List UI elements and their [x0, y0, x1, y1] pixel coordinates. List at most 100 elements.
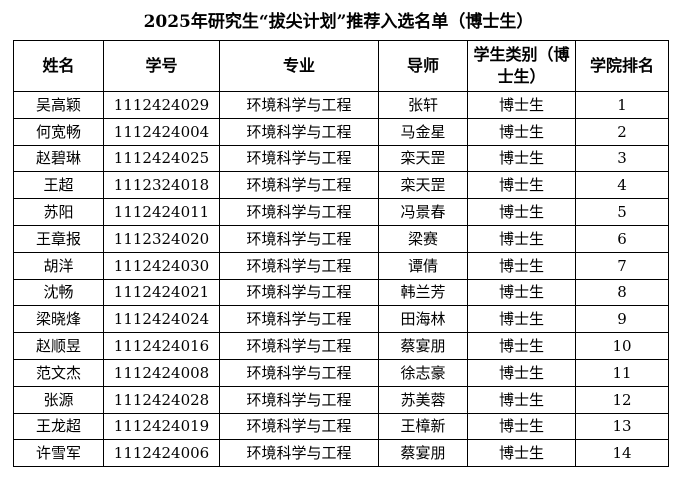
- cell-student-type: 博士生: [467, 117, 576, 146]
- cell-student-id: 1112424008: [103, 358, 220, 387]
- table-row: 赵顺昱 1112424016 环境科学与工程 蔡宴朋 博士生 10: [13, 332, 669, 360]
- cell-student-id: 1112324018: [103, 171, 220, 200]
- cell-major: 环境科学与工程: [219, 358, 379, 387]
- cell-student-type: 博士生: [467, 198, 576, 226]
- cell-advisor: 栾天罡: [378, 144, 468, 173]
- cell-advisor: 田海林: [378, 305, 468, 334]
- document-title: 2025年研究生“拔尖计划”推荐入选名单（博士生）: [143, 12, 534, 32]
- cell-student-id: 1112424030: [103, 251, 220, 280]
- cell-college-rank: 14: [575, 439, 669, 468]
- cell-major: 环境科学与工程: [219, 198, 379, 226]
- table-row: 范文杰 1112424008 环境科学与工程 徐志豪 博士生 11: [13, 358, 669, 387]
- table-header-row: 姓名 学号 专业 导师 学生类别（博士生） 学院排名: [13, 40, 669, 92]
- cell-student-type: 博士生: [467, 224, 576, 253]
- header-college-rank: 学院排名: [575, 40, 669, 92]
- table-row: 胡洋 1112424030 环境科学与工程 谭倩 博士生 7: [13, 251, 669, 280]
- cell-advisor: 马金星: [378, 117, 468, 146]
- cell-student-type: 博士生: [467, 385, 576, 414]
- table-row: 王龙超 1112424019 环境科学与工程 王樟新 博士生 13: [13, 412, 669, 441]
- cell-name: 何宽畅: [13, 117, 104, 146]
- table-row: 张源 1112424028 环境科学与工程 苏美蓉 博士生 12: [13, 385, 669, 414]
- cell-major: 环境科学与工程: [219, 412, 379, 441]
- cell-college-rank: 3: [575, 144, 669, 173]
- cell-student-id: 1112424021: [103, 278, 220, 307]
- header-student-id: 学号: [103, 40, 220, 92]
- cell-name: 胡洋: [13, 251, 104, 280]
- cell-advisor: 徐志豪: [378, 358, 468, 387]
- cell-advisor: 栾天罡: [378, 171, 468, 200]
- cell-advisor: 王樟新: [378, 412, 468, 441]
- cell-name: 赵碧琳: [13, 144, 104, 173]
- table-row: 赵碧琳 1112424025 环境科学与工程 栾天罡 博士生 3: [13, 144, 669, 173]
- cell-college-rank: 6: [575, 224, 669, 253]
- table-row: 王章报 1112324020 环境科学与工程 梁赛 博士生 6: [13, 224, 669, 253]
- cell-advisor: 张轩: [378, 91, 468, 119]
- cell-college-rank: 13: [575, 412, 669, 441]
- cell-college-rank: 10: [575, 332, 669, 360]
- cell-name: 范文杰: [13, 358, 104, 387]
- cell-college-rank: 2: [575, 117, 669, 146]
- cell-major: 环境科学与工程: [219, 305, 379, 334]
- cell-name: 王超: [13, 171, 104, 200]
- cell-name: 赵顺昱: [13, 332, 104, 360]
- cell-student-id: 1112424011: [103, 198, 220, 226]
- cell-student-id: 1112324020: [103, 224, 220, 253]
- cell-major: 环境科学与工程: [219, 224, 379, 253]
- table-row: 吴高颖 1112424029 环境科学与工程 张轩 博士生 1: [13, 91, 669, 119]
- cell-advisor: 韩兰芳: [378, 278, 468, 307]
- cell-student-type: 博士生: [467, 144, 576, 173]
- cell-major: 环境科学与工程: [219, 91, 379, 119]
- cell-major: 环境科学与工程: [219, 144, 379, 173]
- cell-college-rank: 7: [575, 251, 669, 280]
- cell-advisor: 苏美蓉: [378, 385, 468, 414]
- table-row: 苏阳 1112424011 环境科学与工程 冯景春 博士生 5: [13, 198, 669, 226]
- cell-major: 环境科学与工程: [219, 385, 379, 414]
- cell-major: 环境科学与工程: [219, 117, 379, 146]
- table-body: 吴高颖 1112424029 环境科学与工程 张轩 博士生 1 何宽畅 1112424004 环…: [13, 91, 669, 468]
- cell-student-type: 博士生: [467, 91, 576, 119]
- cell-student-type: 博士生: [467, 439, 576, 468]
- cell-name: 王章报: [13, 224, 104, 253]
- cell-college-rank: 4: [575, 171, 669, 200]
- cell-advisor: 谭倩: [378, 251, 468, 280]
- header-name: 姓名: [13, 40, 104, 92]
- cell-advisor: 冯景春: [378, 198, 468, 226]
- cell-name: 许雪军: [13, 439, 104, 468]
- cell-student-type: 博士生: [467, 251, 576, 280]
- cell-college-rank: 12: [575, 385, 669, 414]
- cell-student-id: 1112424025: [103, 144, 220, 173]
- cell-major: 环境科学与工程: [219, 251, 379, 280]
- cell-advisor: 蔡宴朋: [378, 332, 468, 360]
- cell-student-id: 1112424004: [103, 117, 220, 146]
- cell-student-id: 1112424006: [103, 439, 220, 468]
- cell-student-type: 博士生: [467, 358, 576, 387]
- cell-name: 梁晓烽: [13, 305, 104, 334]
- cell-student-type: 博士生: [467, 412, 576, 441]
- cell-student-id: 1112424019: [103, 412, 220, 441]
- cell-major: 环境科学与工程: [219, 332, 379, 360]
- cell-college-rank: 8: [575, 278, 669, 307]
- cell-name: 张源: [13, 385, 104, 414]
- cell-name: 王龙超: [13, 412, 104, 441]
- cell-student-id: 1112424029: [103, 91, 220, 119]
- cell-name: 苏阳: [13, 198, 104, 226]
- cell-major: 环境科学与工程: [219, 439, 379, 468]
- cell-major: 环境科学与工程: [219, 278, 379, 307]
- cell-college-rank: 5: [575, 198, 669, 226]
- nominee-table: 姓名 学号 专业 导师 学生类别（博士生） 学院排名 吴高颖 1112424029 环境科学与…: [13, 40, 669, 468]
- table-row: 梁晓烽 1112424024 环境科学与工程 田海林 博士生 9: [13, 305, 669, 334]
- header-student-type: 学生类别（博士生）: [467, 40, 576, 92]
- cell-student-type: 博士生: [467, 278, 576, 307]
- cell-major: 环境科学与工程: [219, 171, 379, 200]
- header-advisor: 导师: [378, 40, 468, 92]
- cell-college-rank: 11: [575, 358, 669, 387]
- cell-student-id: 1112424028: [103, 385, 220, 414]
- cell-advisor: 蔡宴朋: [378, 439, 468, 468]
- cell-name: 吴高颖: [13, 91, 104, 119]
- table-row: 王超 1112324018 环境科学与工程 栾天罡 博士生 4: [13, 171, 669, 200]
- cell-name: 沈畅: [13, 278, 104, 307]
- cell-student-type: 博士生: [467, 171, 576, 200]
- cell-student-type: 博士生: [467, 332, 576, 360]
- cell-student-id: 1112424024: [103, 305, 220, 334]
- table-row: 沈畅 1112424021 环境科学与工程 韩兰芳 博士生 8: [13, 278, 669, 307]
